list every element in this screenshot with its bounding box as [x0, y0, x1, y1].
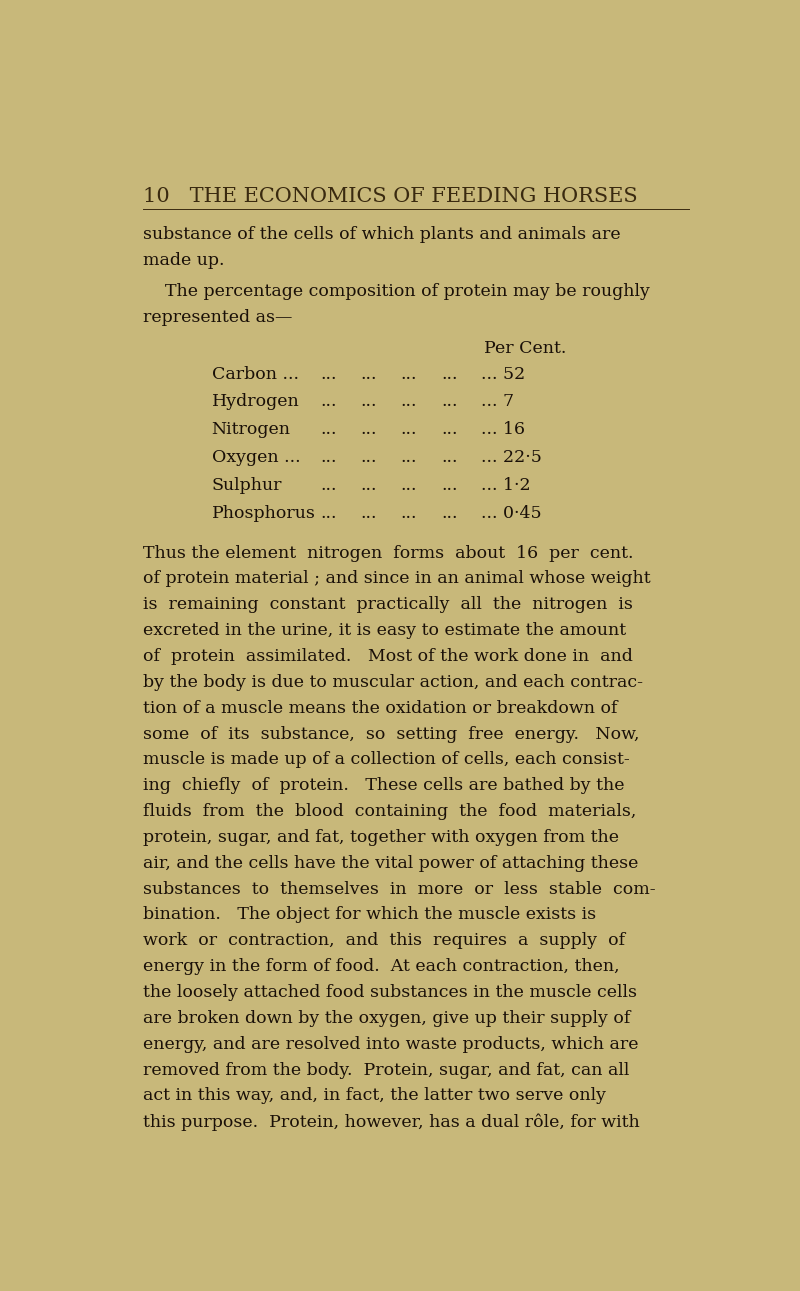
Text: represented as—: represented as— [143, 309, 293, 327]
Text: Sulphur: Sulphur [211, 476, 282, 494]
Text: ...: ... [320, 449, 337, 466]
Text: ...: ... [441, 476, 458, 494]
Text: ...: ... [360, 421, 377, 439]
Text: bination.   The object for which the muscle exists is: bination. The object for which the muscl… [143, 906, 597, 923]
Text: are broken down by the oxygen, give up their supply of: are broken down by the oxygen, give up t… [143, 1010, 630, 1026]
Text: ...: ... [441, 394, 458, 411]
Text: act in this way, and, in fact, the latter two serve only: act in this way, and, in fact, the latte… [143, 1087, 606, 1104]
Text: Nitrogen: Nitrogen [211, 421, 290, 439]
Text: ...: ... [320, 365, 337, 382]
Text: substances  to  themselves  in  more  or  less  stable  com-: substances to themselves in more or less… [143, 880, 656, 897]
Text: energy in the form of food.  At each contraction, then,: energy in the form of food. At each cont… [143, 958, 620, 975]
Text: of  protein  assimilated.   Most of the work done in  and: of protein assimilated. Most of the work… [143, 648, 634, 665]
Text: ...: ... [441, 421, 458, 439]
Text: The percentage composition of protein may be roughly: The percentage composition of protein ma… [143, 283, 650, 300]
Text: ...: ... [401, 421, 418, 439]
Text: excreted in the urine, it is easy to estimate the amount: excreted in the urine, it is easy to est… [143, 622, 626, 639]
Text: ...: ... [360, 394, 377, 411]
Text: ...: ... [360, 505, 377, 522]
Text: ...: ... [360, 365, 377, 382]
Text: Per Cent.: Per Cent. [485, 340, 566, 356]
Text: ...: ... [320, 394, 337, 411]
Text: air, and the cells have the vital power of attaching these: air, and the cells have the vital power … [143, 855, 638, 871]
Text: ...: ... [441, 449, 458, 466]
Text: ...: ... [401, 476, 418, 494]
Text: ... 16: ... 16 [482, 421, 526, 439]
Text: Carbon ...: Carbon ... [211, 365, 298, 382]
Text: ...: ... [401, 505, 418, 522]
Text: ... 7: ... 7 [482, 394, 514, 411]
Text: protein, sugar, and fat, together with oxygen from the: protein, sugar, and fat, together with o… [143, 829, 619, 846]
Text: some  of  its  substance,  so  setting  free  energy.   Now,: some of its substance, so setting free e… [143, 726, 640, 742]
Text: substance of the cells of which plants and animals are: substance of the cells of which plants a… [143, 226, 621, 244]
Text: removed from the body.  Protein, sugar, and fat, can all: removed from the body. Protein, sugar, a… [143, 1061, 630, 1078]
Text: Oxygen ...: Oxygen ... [211, 449, 300, 466]
Text: made up.: made up. [143, 252, 225, 270]
Text: this purpose.  Protein, however, has a dual rôle, for with: this purpose. Protein, however, has a du… [143, 1113, 640, 1131]
Text: ... 22·5: ... 22·5 [482, 449, 542, 466]
Text: the loosely attached food substances in the muscle cells: the loosely attached food substances in … [143, 984, 638, 1001]
Text: by the body is due to muscular action, and each contrac-: by the body is due to muscular action, a… [143, 674, 643, 691]
Text: ...: ... [401, 449, 418, 466]
Text: fluids  from  the  blood  containing  the  food  materials,: fluids from the blood containing the foo… [143, 803, 637, 820]
Text: ... 1·2: ... 1·2 [482, 476, 531, 494]
Text: of protein material ; and since in an animal whose weight: of protein material ; and since in an an… [143, 571, 651, 587]
Text: energy, and are resolved into waste products, which are: energy, and are resolved into waste prod… [143, 1035, 639, 1052]
Text: ... 0·45: ... 0·45 [482, 505, 542, 522]
Text: ... 52: ... 52 [482, 365, 526, 382]
Text: ing  chiefly  of  protein.   These cells are bathed by the: ing chiefly of protein. These cells are … [143, 777, 625, 794]
Text: 10   THE ECONOMICS OF FEEDING HORSES: 10 THE ECONOMICS OF FEEDING HORSES [143, 187, 638, 205]
Text: ...: ... [401, 365, 418, 382]
Text: ...: ... [320, 476, 337, 494]
Text: Thus the element  nitrogen  forms  about  16  per  cent.: Thus the element nitrogen forms about 16… [143, 545, 634, 562]
Text: tion of a muscle means the oxidation or breakdown of: tion of a muscle means the oxidation or … [143, 700, 618, 717]
Text: ...: ... [441, 505, 458, 522]
Text: ...: ... [360, 476, 377, 494]
Text: Hydrogen: Hydrogen [211, 394, 299, 411]
Text: is  remaining  constant  practically  all  the  nitrogen  is: is remaining constant practically all th… [143, 596, 634, 613]
Text: ...: ... [401, 394, 418, 411]
Text: muscle is made up of a collection of cells, each consist-: muscle is made up of a collection of cel… [143, 751, 630, 768]
Text: ...: ... [320, 505, 337, 522]
Text: ...: ... [320, 421, 337, 439]
Text: ...: ... [360, 449, 377, 466]
Text: work  or  contraction,  and  this  requires  a  supply  of: work or contraction, and this requires a… [143, 932, 626, 949]
Text: ...: ... [441, 365, 458, 382]
Text: Phosphorus: Phosphorus [211, 505, 315, 522]
